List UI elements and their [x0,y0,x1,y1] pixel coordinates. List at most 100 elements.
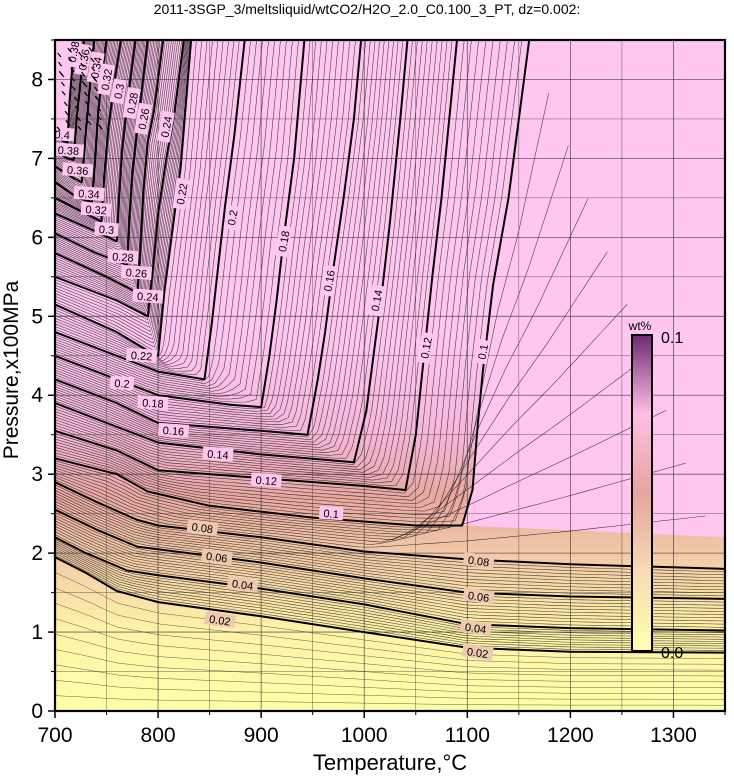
minor-contour-line [55,526,725,619]
x-tick-label: 700 [37,724,72,747]
x-tick-label: 1100 [445,724,490,747]
y-tick-label: 0 [31,700,43,723]
x-tick-label: 1300 [650,724,697,747]
dense-contour-fragment [60,81,65,87]
plot-area: 0.020.020.040.040.060.060.080.080.10.10.… [55,40,725,711]
minor-contour-line [55,552,725,649]
minor-contour-line [55,40,187,328]
minor-contour-line [55,550,725,647]
y-tick-label: 6 [31,226,43,249]
dense-contour-fragment [77,125,82,131]
minor-contour-line [55,40,172,303]
contour-label: 0.28 [112,251,134,264]
contour-label: 0.08 [467,555,490,570]
contour-label: 0.06 [205,551,228,566]
minor-contour-line [55,145,569,531]
minor-contour-line [55,40,448,483]
minor-contour-line [55,40,394,454]
minor-contour-line [55,484,725,573]
dense-contour-fragment [58,70,63,76]
dense-contour-fragment [63,101,68,107]
minor-contour-line [55,40,152,270]
colorbar-fill [631,334,653,652]
minor-contour-line [55,40,487,505]
minor-contour-line [55,40,465,494]
minor-contour-line [55,40,287,397]
dense-contour-fragment [98,124,103,130]
minor-contour-line [55,40,311,410]
minor-contour-line [55,40,494,508]
y-tick-label: 2 [31,542,43,565]
minor-contour-line [55,534,725,628]
contour-line-0.1 [55,40,531,527]
dense-contour-fragment [94,86,99,92]
contour-label: 0.08 [191,521,214,536]
contour-labels: 0.020.020.040.040.060.060.080.080.10.10.… [55,40,495,661]
contour-label: 0.36 [77,48,93,71]
dense-contour-fragment [91,75,96,81]
minor-contour-line [55,40,257,384]
minor-contour-line [55,40,176,307]
contour-line-0.04 [55,536,725,632]
dense-contour-fragment [61,90,66,96]
contour-label: 0.1 [477,343,491,360]
colorbar-min-label: 0.0 [661,645,683,662]
minor-contour-line [55,40,293,400]
minor-contour-line [55,544,725,640]
minor-contour-line [55,40,339,423]
minor-contour-line [55,40,423,471]
minor-contour-line [55,506,725,597]
minor-contour-line [55,40,428,473]
dense-contour-fragment [96,106,102,112]
minor-contour-line [55,520,725,612]
contour-label: 0.24 [137,291,159,304]
contour-line-0.2 [55,40,246,381]
contour-label: 0.3 [98,224,114,237]
minor-contour-line [55,40,146,260]
dense-contour-fragment [80,62,85,68]
contour-line-0.14 [55,40,409,464]
minor-contour-line [55,548,725,644]
minor-contour-line [55,40,433,476]
minor-contour-line [55,304,628,538]
dense-contour-fragment [87,120,92,126]
minor-contour-line [55,40,183,314]
minor-contour-line [55,40,275,392]
minor-contour-line [55,198,589,533]
contour-label: 0.38 [67,40,83,63]
contour-label: 0.14 [207,449,229,462]
dense-contour-fragment [84,100,89,106]
minor-contour-line [55,479,706,548]
minor-contour-line [55,40,141,250]
contour-label: 0.3 [113,83,127,100]
minor-contour-line [55,357,647,541]
contour-label: 0.12 [255,475,277,488]
minor-contour-line [55,409,667,543]
contour-line-0.06 [55,508,725,600]
dense-contour-fragment [58,61,63,67]
dense-contour-fragment [75,114,80,120]
minor-contour-line [55,40,174,305]
colorbar-title: wt% [628,319,652,333]
contour-line-0.12 [55,40,458,491]
y-tick-label: 1 [31,621,43,644]
contour-line-0.02 [55,556,725,654]
dense-contour-fragment [84,91,89,97]
contour-label: 0.26 [125,267,147,280]
contour-label: 0.34 [78,188,100,201]
minor-contour-line [55,40,443,481]
minor-contour-line [55,40,150,268]
minor-contour-line [55,40,170,300]
dense-contour-fragment [86,111,91,117]
contour-label: 0.2 [114,378,130,391]
minor-contour-line [55,528,725,622]
minor-contour-line [55,40,168,298]
contour-label: 0.22 [130,350,152,363]
contour-label: 0.16 [322,269,338,292]
minor-contour-line [55,40,345,425]
contour-label: 0.1 [323,508,339,521]
minor-contour-line [55,40,515,519]
dense-contour-fragment [88,46,93,52]
minor-contour-line [55,40,203,360]
x-axis-label: Temperature,°C [313,750,467,775]
